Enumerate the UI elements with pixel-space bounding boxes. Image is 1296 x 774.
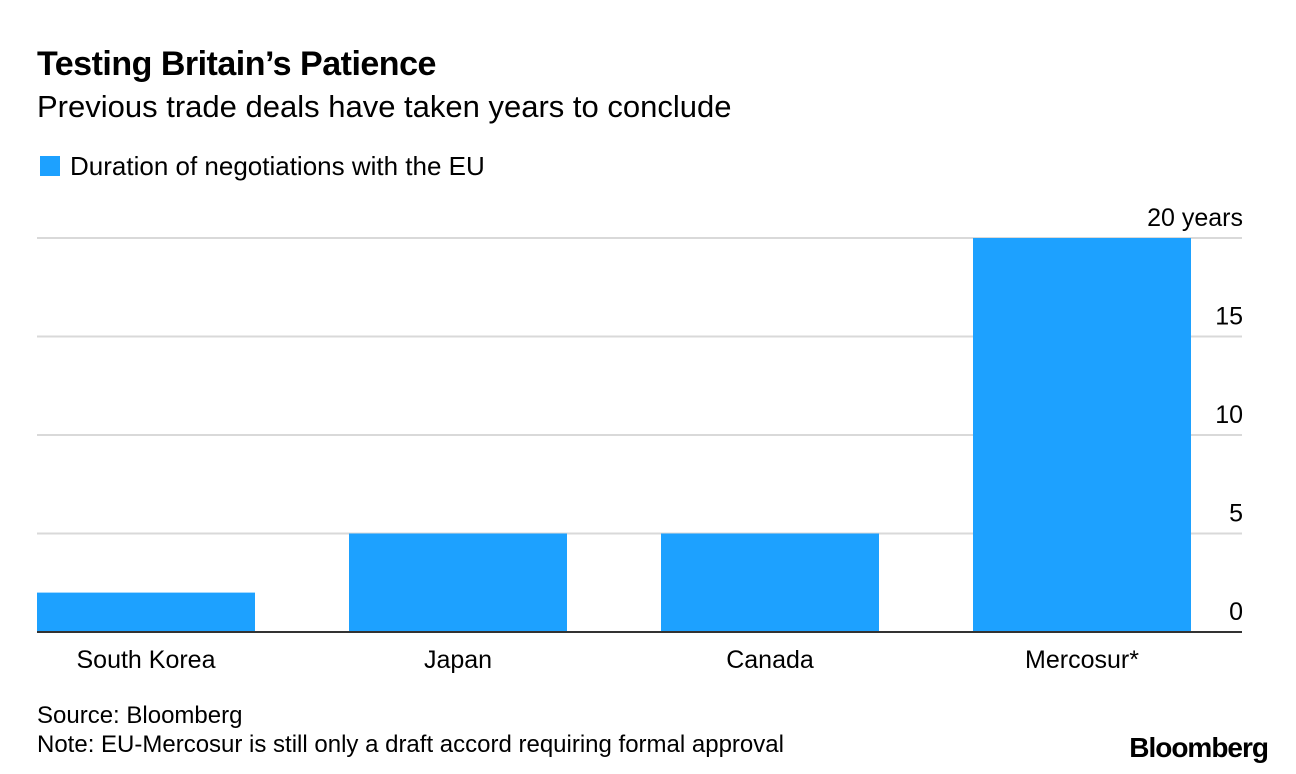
y-tick-label: 20 years bbox=[1147, 204, 1243, 232]
bar bbox=[973, 238, 1191, 632]
source-note: Source: Bloomberg bbox=[37, 702, 243, 729]
chart-subtitle: Previous trade deals have taken years to… bbox=[37, 89, 732, 124]
y-tick-label: 10 bbox=[1215, 401, 1243, 429]
x-tick-label: Mercosur* bbox=[1025, 646, 1139, 674]
bar bbox=[37, 592, 255, 632]
legend-swatch bbox=[40, 156, 60, 176]
legend: Duration of negotiations with the EU bbox=[40, 150, 485, 182]
x-tick-label: Canada bbox=[726, 646, 814, 674]
x-tick-label: South Korea bbox=[77, 646, 216, 674]
bar bbox=[661, 533, 879, 632]
x-tick-label: Japan bbox=[424, 646, 492, 674]
legend-label: Duration of negotiations with the EU bbox=[70, 151, 485, 181]
chart-title: Testing Britain’s Patience bbox=[37, 45, 436, 83]
y-tick-label: 0 bbox=[1229, 598, 1243, 626]
y-tick-label: 15 bbox=[1215, 303, 1243, 331]
bar bbox=[349, 533, 567, 632]
footnote: Note: EU-Mercosur is still only a draft … bbox=[37, 731, 784, 758]
y-tick-label: 5 bbox=[1229, 500, 1243, 528]
bloomberg-logo: Bloomberg bbox=[1129, 732, 1269, 763]
